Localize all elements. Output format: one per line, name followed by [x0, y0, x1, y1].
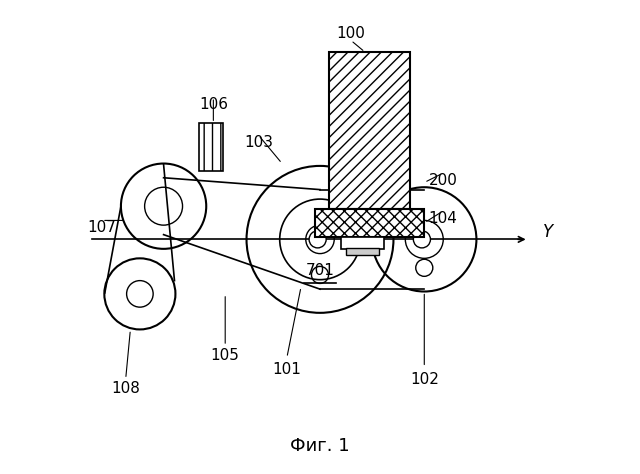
Text: 107: 107 [88, 220, 116, 235]
Bar [341, 237, 384, 249]
Bar [346, 248, 380, 255]
Text: 102: 102 [410, 372, 438, 387]
Text: 103: 103 [244, 135, 273, 150]
Text: Y: Y [543, 223, 553, 241]
Circle shape [309, 231, 326, 248]
Circle shape [413, 231, 431, 248]
Bar [199, 123, 223, 171]
Text: 100: 100 [337, 26, 365, 41]
Bar [316, 209, 424, 237]
Text: 101: 101 [273, 362, 301, 377]
Text: 104: 104 [429, 210, 458, 226]
Bar [330, 52, 410, 209]
Text: 105: 105 [211, 348, 239, 363]
Text: 701: 701 [305, 263, 335, 278]
Bar [330, 52, 410, 209]
Text: 200: 200 [429, 173, 458, 188]
Text: 106: 106 [199, 97, 228, 112]
Text: Фиг. 1: Фиг. 1 [290, 437, 350, 455]
Text: 108: 108 [111, 381, 140, 396]
